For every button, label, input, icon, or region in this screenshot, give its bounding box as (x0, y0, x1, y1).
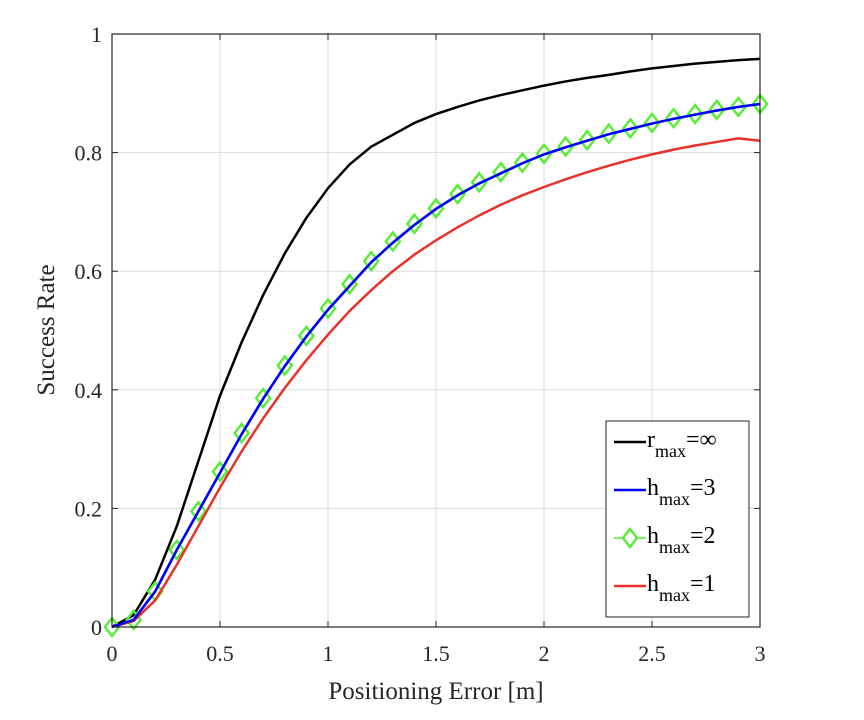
data-point-marker (492, 161, 510, 184)
data-point-marker (600, 122, 618, 145)
data-point-marker (233, 422, 251, 445)
data-point-marker (535, 142, 553, 165)
series-layer (103, 57, 769, 638)
data-point-marker (211, 460, 229, 483)
data-point-marker (168, 538, 186, 561)
series-line (111, 57, 761, 629)
y-tick-labels: 0 0.2 0.4 0.6 0.8 1 (75, 22, 103, 640)
x-tick-label: 0 (107, 641, 118, 666)
legend: rmax=∞ hmax=3 hmax=2 hmax=1 (605, 420, 750, 618)
legend-label: hmax=3 (647, 475, 716, 509)
x-tick-label: 1 (323, 641, 334, 666)
y-tick-label: 0.2 (75, 496, 103, 521)
x-tick-label: 2.5 (638, 641, 666, 666)
y-axis-label: Success Rate (33, 264, 60, 395)
series-line (111, 137, 761, 629)
legend-label: hmax=2 (647, 523, 716, 557)
legend-entry: rmax=∞ (614, 427, 717, 461)
x-tick-label: 1.5 (422, 641, 450, 666)
legend-label: rmax=∞ (647, 427, 717, 461)
series-r-∞ (111, 57, 761, 629)
axis-ticks (111, 33, 761, 628)
data-point-marker (665, 107, 683, 130)
data-point-marker (297, 324, 315, 347)
data-point-marker (708, 98, 726, 121)
legend-marker (621, 527, 639, 549)
series-h-3-overlay (111, 102, 761, 629)
y-tick-label: 0 (91, 615, 102, 640)
data-point-marker (686, 103, 704, 126)
data-point-marker (103, 616, 121, 638)
y-tick-label: 1 (91, 22, 102, 47)
data-point-marker (578, 129, 596, 152)
data-point-marker (449, 183, 467, 206)
data-point-marker (276, 354, 294, 377)
grid-lines (112, 34, 760, 627)
legend-entry: hmax=1 (614, 571, 716, 605)
y-tick-label: 0.4 (75, 378, 103, 403)
series-h-1 (111, 137, 761, 629)
data-point-marker (729, 95, 747, 118)
legend-entry: hmax=3 (614, 475, 716, 509)
series-line-overlay (111, 102, 761, 629)
data-point-marker (643, 111, 661, 134)
x-tick-label: 3 (755, 641, 766, 666)
x-tick-label: 2 (539, 641, 550, 666)
x-tick-labels: 0 0.5 1 1.5 2 2.5 3 (107, 641, 766, 666)
data-point-marker (254, 387, 272, 410)
x-axis-label: Positioning Error [m] (328, 678, 543, 705)
legend-box (605, 420, 750, 618)
x-tick-label: 0.5 (206, 641, 234, 666)
legend-label: hmax=1 (647, 571, 716, 605)
legend-entry: hmax=2 (614, 523, 716, 557)
data-point-marker (513, 151, 531, 174)
data-point-marker (189, 500, 207, 523)
data-point-marker (470, 171, 488, 194)
y-tick-label: 0.8 (75, 141, 103, 166)
y-tick-label: 0.6 (75, 259, 103, 284)
data-point-marker (557, 135, 575, 158)
data-point-marker (621, 117, 639, 140)
